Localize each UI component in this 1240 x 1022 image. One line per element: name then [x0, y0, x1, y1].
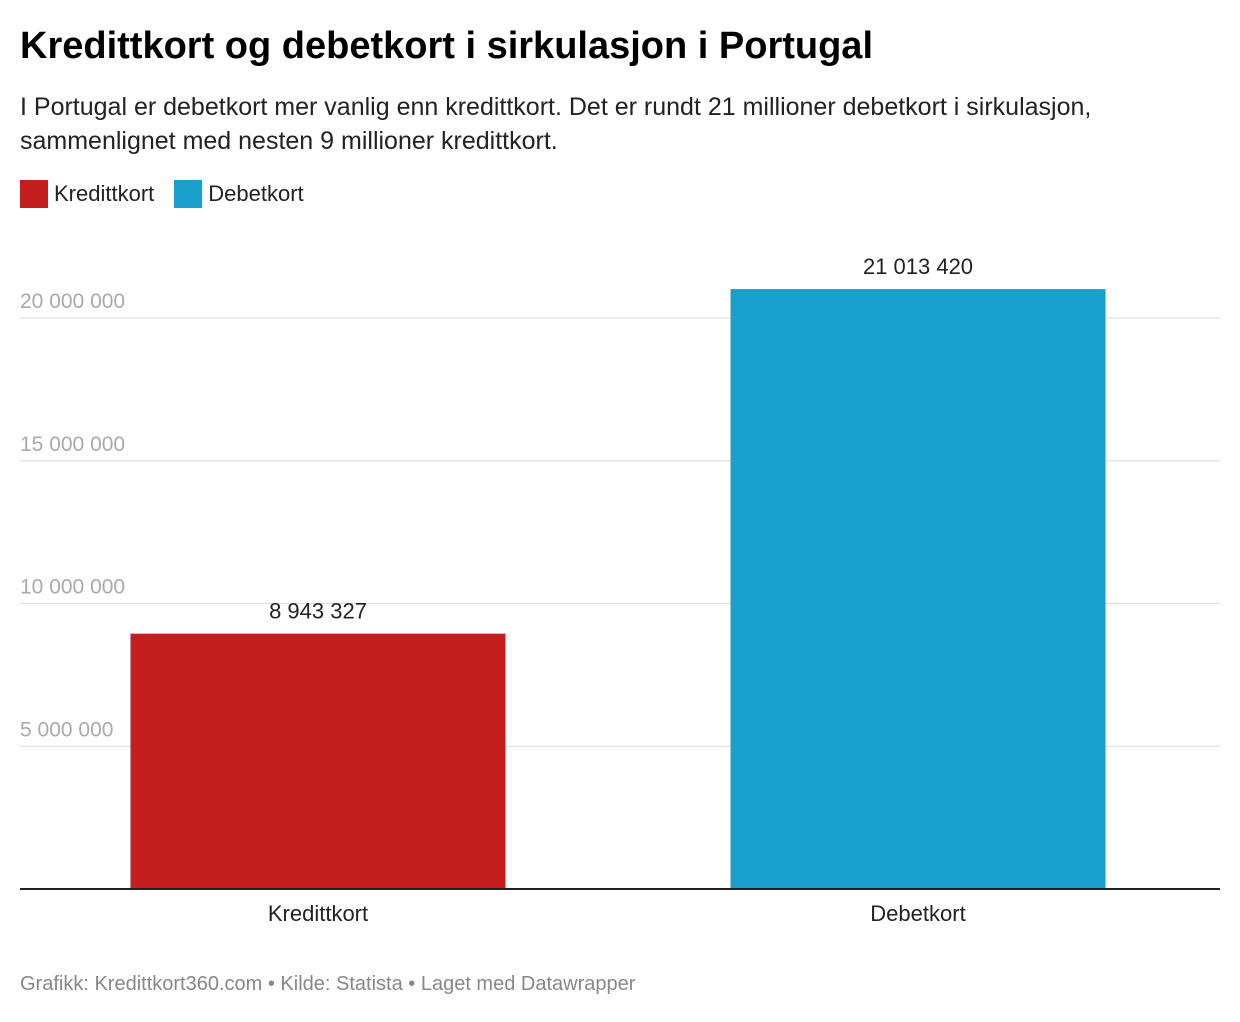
x-tick-label: Debetkort	[870, 901, 965, 926]
legend-swatch-kredittkort	[20, 180, 48, 208]
legend-swatch-debetkort	[174, 180, 203, 208]
data-label: 21 013 420	[863, 254, 973, 279]
x-tick-label: Kredittkort	[268, 901, 368, 926]
chart-title: Kredittkort og debetkort i sirkulasjon i…	[20, 25, 873, 67]
y-tick-label: 20 000 000	[20, 290, 125, 313]
bar	[130, 633, 506, 889]
legend: Kredittkort Debetkort	[20, 180, 304, 208]
footer-credits: Grafikk: Kredittkort360.com • Kilde: Sta…	[20, 973, 636, 995]
data-label: 8 943 327	[269, 599, 367, 624]
legend-label-kredittkort: Kredittkort	[54, 181, 155, 206]
legend-label-debetkort: Debetkort	[208, 181, 304, 206]
y-tick-label: 5 000 000	[20, 718, 113, 741]
y-tick-label: 15 000 000	[20, 433, 125, 456]
legend-item-debetkort: Debetkort	[174, 180, 304, 208]
bar	[730, 289, 1106, 889]
y-tick-label: 10 000 000	[20, 576, 125, 599]
legend-item-kredittkort: Kredittkort	[20, 180, 154, 208]
chart-subtitle: I Portugal er debetkort mer vanlig enn k…	[20, 93, 1092, 155]
